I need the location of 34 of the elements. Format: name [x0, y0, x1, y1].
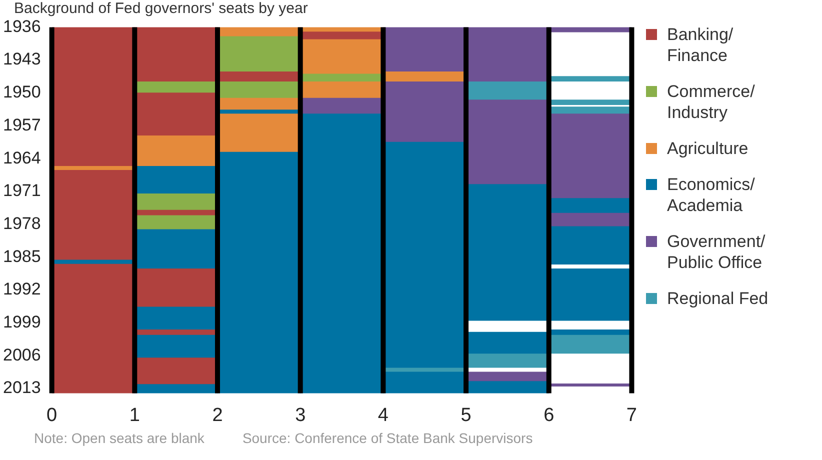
- y-tick-label: 1992: [2, 280, 41, 299]
- x-tick-label: 4: [378, 404, 389, 426]
- y-tick-label: 1971: [2, 181, 41, 200]
- x-tick-label: 2: [212, 404, 223, 426]
- x-tick-label: 0: [46, 404, 58, 426]
- y-tick-label: 2013: [2, 378, 41, 398]
- bar: [466, 27, 550, 82]
- x-tick-label: 5: [460, 404, 472, 426]
- y-tick-label: 1957: [2, 115, 41, 134]
- legend-label: Banking/Finance: [667, 24, 734, 66]
- x-tick-label: 1: [129, 404, 140, 426]
- y-tick-label: 2006: [2, 345, 41, 364]
- bar: [382, 27, 466, 72]
- source-note: Source: Conference of State Bank Supervisors: [242, 430, 533, 446]
- bar: [466, 381, 550, 394]
- y-tick-label: 1999: [2, 312, 41, 332]
- y-tick-label: 1950: [2, 82, 41, 102]
- chart-title: Background of Fed governors' seats by year: [14, 0, 308, 17]
- legend-label: Government/Public Office: [667, 231, 766, 273]
- bar: [382, 372, 466, 394]
- y-tick-label: 1978: [2, 214, 41, 233]
- x-tick-label: 3: [295, 404, 306, 426]
- y-tick-label: 1985: [2, 246, 41, 266]
- bar: [134, 27, 218, 82]
- legend-label: Regional Fed: [667, 288, 768, 309]
- legend-label: Agriculture: [667, 138, 748, 159]
- x-tick-label: 7: [626, 404, 638, 426]
- y-tick-label: 1964: [2, 148, 41, 168]
- x-tick-label: 6: [544, 404, 554, 426]
- y-tick-label: 1943: [2, 50, 41, 69]
- y-tick-label: 1936: [2, 16, 41, 36]
- text: Note: Open seats are blank: [34, 430, 204, 446]
- legend-label: Economics/Academia: [667, 174, 756, 216]
- legend-label: Commerce/Industry: [667, 81, 756, 123]
